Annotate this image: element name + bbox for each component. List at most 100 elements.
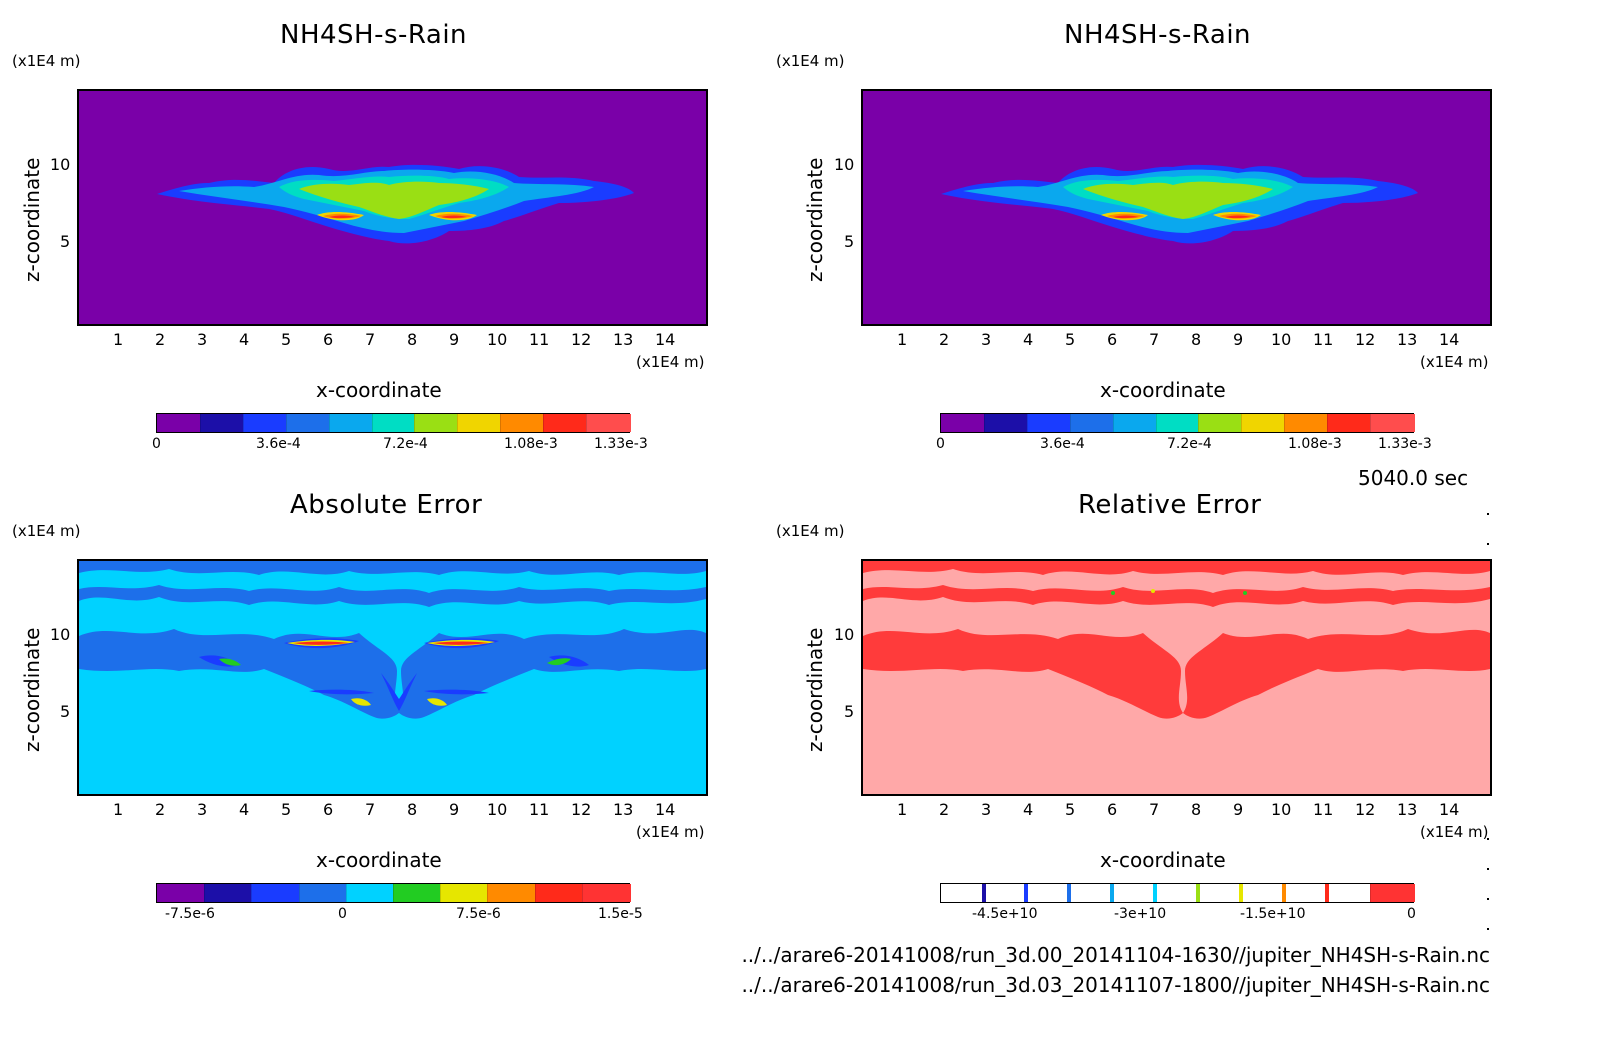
panel-title: Absolute Error bbox=[290, 490, 483, 520]
colorbar-mark bbox=[1281, 884, 1286, 902]
x-tick: 10 bbox=[1271, 330, 1292, 349]
x-tick: 12 bbox=[571, 330, 592, 349]
x-tick: 1 bbox=[113, 800, 124, 819]
error-speck bbox=[1151, 589, 1155, 593]
x-tick: 12 bbox=[1355, 330, 1376, 349]
error-band-top bbox=[79, 561, 706, 575]
z-unit-label: (x1E4 m) bbox=[776, 522, 845, 540]
x-tick: 2 bbox=[155, 800, 166, 819]
plot-area bbox=[861, 89, 1492, 326]
x-tick: 7 bbox=[1149, 330, 1160, 349]
x-axis-title: x-coordinate bbox=[316, 848, 442, 872]
colorbar-swatch bbox=[581, 884, 631, 902]
colorbar-mark bbox=[1239, 884, 1243, 902]
x-tick: 13 bbox=[1397, 330, 1418, 349]
colorbar-label: 0 bbox=[338, 906, 347, 922]
x-tick: 8 bbox=[407, 330, 418, 349]
x-tick: 7 bbox=[1149, 800, 1160, 819]
error-low-streak-right bbox=[424, 689, 489, 695]
error-streak-right-red bbox=[433, 641, 489, 645]
x-tick: 11 bbox=[529, 800, 550, 819]
heatmap-nh4sh bbox=[79, 91, 706, 324]
x-tick: 8 bbox=[1191, 330, 1202, 349]
x-tick: 2 bbox=[939, 800, 950, 819]
stray-dot bbox=[1487, 868, 1489, 870]
colorbar-swatch bbox=[157, 884, 206, 902]
x-tick: 12 bbox=[571, 800, 592, 819]
colorbar bbox=[940, 883, 1415, 903]
colorbar-label: 0 bbox=[936, 436, 945, 452]
error-low-streak-left bbox=[309, 689, 374, 695]
colorbar-label: 1.08e-3 bbox=[1288, 436, 1342, 452]
z-unit-label: (x1E4 m) bbox=[12, 522, 81, 540]
stray-dot bbox=[1487, 928, 1489, 930]
stray-dot bbox=[1487, 513, 1489, 515]
colorbar-swatch bbox=[1241, 884, 1287, 902]
error-band-top bbox=[863, 561, 1490, 575]
heatmap-relative-error bbox=[863, 561, 1490, 794]
colorbar-label: 0 bbox=[1407, 906, 1416, 922]
contour-level-4 bbox=[299, 181, 489, 219]
x-tick: 5 bbox=[281, 800, 292, 819]
panel-title: NH4SH-s-Rain bbox=[280, 20, 468, 50]
contour-level-7-right bbox=[1225, 215, 1251, 219]
x-tick: 11 bbox=[1313, 330, 1334, 349]
x-tick: 14 bbox=[655, 330, 676, 349]
contour-level-4 bbox=[1083, 181, 1273, 219]
x-tick: 6 bbox=[323, 330, 334, 349]
colorbar-swatch bbox=[345, 884, 395, 902]
x-tick: 2 bbox=[155, 330, 166, 349]
error-pattern bbox=[79, 561, 706, 719]
cloud-shape bbox=[941, 164, 1418, 244]
error-low-spot-right bbox=[427, 698, 447, 706]
colorbar-label: 3.6e-4 bbox=[256, 436, 301, 452]
y-tick-5: 5 bbox=[60, 702, 71, 721]
error-band-mid bbox=[79, 629, 706, 719]
colorbar-mark bbox=[1153, 884, 1158, 902]
y-tick-10: 10 bbox=[50, 625, 71, 644]
x-tick: 6 bbox=[323, 800, 334, 819]
cloud-shape bbox=[157, 164, 634, 244]
y-tick-5: 5 bbox=[844, 702, 855, 721]
colorbar-swatch bbox=[534, 884, 584, 902]
error-pattern bbox=[863, 561, 1490, 719]
y-tick-10: 10 bbox=[834, 155, 855, 174]
x-tick: 3 bbox=[197, 800, 208, 819]
x-tick: 4 bbox=[1023, 800, 1034, 819]
x-tick: 3 bbox=[981, 800, 992, 819]
colorbar-swatch bbox=[1069, 414, 1115, 432]
colorbar-swatch bbox=[393, 884, 443, 902]
error-low-spot-left bbox=[351, 698, 371, 706]
x-tick: 5 bbox=[1065, 330, 1076, 349]
colorbar-label: 1.5e-5 bbox=[598, 906, 643, 922]
x-unit-label: (x1E4 m) bbox=[636, 823, 705, 841]
x-tick: 9 bbox=[1233, 330, 1244, 349]
stray-dot bbox=[1487, 898, 1489, 900]
colorbar-swatch bbox=[298, 884, 348, 902]
colorbar-label: 1.33e-3 bbox=[1378, 436, 1432, 452]
colorbar-swatch bbox=[1284, 884, 1330, 902]
x-tick: 2 bbox=[939, 330, 950, 349]
colorbar-swatch bbox=[543, 414, 589, 432]
colorbar-swatch bbox=[1155, 414, 1201, 432]
colorbar-swatch bbox=[1284, 414, 1330, 432]
x-tick: 10 bbox=[487, 330, 508, 349]
colorbar-swatch bbox=[487, 884, 537, 902]
x-tick: 7 bbox=[365, 330, 376, 349]
colorbar-swatch bbox=[1112, 884, 1158, 902]
error-chevron bbox=[381, 673, 417, 711]
colorbar-mark bbox=[1196, 884, 1201, 902]
colorbar-swatch bbox=[1112, 414, 1158, 432]
plot-area bbox=[77, 559, 708, 796]
x-tick: 9 bbox=[449, 800, 460, 819]
x-tick: 3 bbox=[981, 330, 992, 349]
time-label: 5040.0 sec bbox=[1358, 466, 1469, 490]
colorbar-swatch bbox=[983, 884, 1029, 902]
x-tick: 6 bbox=[1107, 800, 1118, 819]
colorbar-swatch bbox=[941, 884, 985, 902]
x-axis-title: x-coordinate bbox=[316, 378, 442, 402]
x-tick: 3 bbox=[197, 330, 208, 349]
colorbar-label: -3e+10 bbox=[1114, 906, 1167, 922]
colorbar-swatch bbox=[242, 414, 288, 432]
colorbar-label: 7.2e-4 bbox=[1167, 436, 1212, 452]
